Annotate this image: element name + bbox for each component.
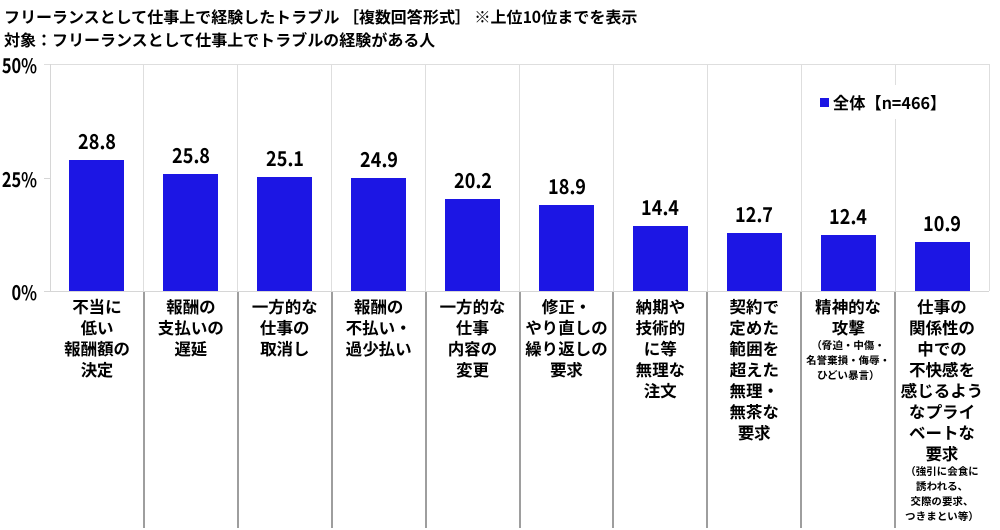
bar-value-label: 25.8 bbox=[171, 138, 210, 169]
plot-border-right bbox=[989, 64, 990, 291]
category-separator-plot bbox=[519, 64, 520, 291]
bar bbox=[445, 199, 501, 291]
category-label: 契約で 定めた 範囲を 超えた 無理・ 無茶な 要求 bbox=[729, 294, 779, 444]
category-label: 納期や 技術的 に等 無理な 注文 bbox=[635, 294, 686, 402]
y-axis-tick-label: 0% bbox=[11, 276, 37, 306]
bar bbox=[632, 225, 688, 291]
legend-label: 全体【n=466】 bbox=[833, 90, 947, 114]
category-label: 一方的な 仕事 内容の 変更 bbox=[439, 294, 506, 381]
category-separator-plot bbox=[143, 64, 145, 291]
category-separator-label bbox=[142, 292, 145, 528]
category-separator-plot bbox=[800, 64, 802, 291]
category-label: 不当に 低い 報酬額の 決定 bbox=[63, 294, 130, 381]
category-separator-label bbox=[894, 292, 897, 528]
category-separator-plot bbox=[894, 64, 896, 291]
category-label: 仕事の 関係性の 中での 不快感を 感じるよう なプライ ベートな 要求 （強引に会食に 誘われる… bbox=[900, 294, 984, 525]
category-label: 報酬の 不払い・ 過少払い bbox=[345, 294, 412, 360]
category-label: 一方的な 仕事の 取消し bbox=[251, 294, 318, 360]
y-axis-line bbox=[50, 64, 51, 291]
category-label: 修正・ やり直しの 繰り返しの 要求 bbox=[525, 294, 608, 381]
category-separator-label bbox=[518, 292, 521, 528]
bar bbox=[538, 205, 594, 291]
category-separator-label bbox=[330, 292, 333, 528]
y-axis-tick-label: 50% bbox=[1, 49, 38, 79]
chart-title: フリーランスとして仕事上で経験したトラブル ［複数回答形式］ ※上位10位までを… bbox=[4, 4, 638, 28]
bar bbox=[69, 160, 125, 291]
category-separator-plot bbox=[612, 64, 614, 291]
bar bbox=[351, 177, 407, 291]
bar-value-label: 10.9 bbox=[923, 206, 961, 237]
bar-value-label: 20.2 bbox=[453, 164, 492, 195]
bar bbox=[726, 233, 782, 291]
category-label: 精神的な 攻撃 （脅迫・中傷・ 名誉棄損・侮辱・ ひどい暴言） bbox=[806, 294, 891, 384]
bar-value-label: 24.9 bbox=[359, 142, 398, 173]
plot-border-top bbox=[44, 64, 989, 65]
chart-subtitle: 対象：フリーランスとして仕事上でトラブルの経験がある人 bbox=[4, 27, 436, 51]
category-separator-plot bbox=[706, 64, 708, 291]
bar-value-label: 25.1 bbox=[265, 142, 304, 173]
x-axis-line bbox=[44, 291, 989, 292]
category-separator-plot bbox=[425, 64, 427, 291]
bar-value-label: 18.9 bbox=[547, 170, 586, 201]
category-separator-label bbox=[706, 292, 709, 528]
bar bbox=[257, 177, 313, 291]
category-separator-label bbox=[236, 292, 239, 528]
y-axis-tick bbox=[44, 177, 50, 179]
legend-marker-icon bbox=[820, 97, 829, 107]
bar-value-label: 12.7 bbox=[735, 198, 774, 229]
category-separator-label bbox=[800, 292, 803, 528]
category-separator-plot bbox=[237, 64, 239, 291]
category-separator-label bbox=[612, 292, 615, 528]
category-separator-label bbox=[424, 292, 427, 528]
bar bbox=[163, 173, 219, 291]
bar-value-label: 12.4 bbox=[829, 199, 868, 230]
y-axis-tick-label: 25% bbox=[1, 162, 38, 193]
category-separator-plot bbox=[331, 64, 333, 291]
category-label: 報酬の 支払いの 遅延 bbox=[157, 294, 224, 360]
bar-value-label: 28.8 bbox=[78, 125, 116, 156]
bar bbox=[914, 241, 970, 291]
bar bbox=[820, 234, 876, 291]
bar-value-label: 14.4 bbox=[641, 190, 680, 221]
legend: 全体【n=466】 bbox=[812, 85, 950, 119]
